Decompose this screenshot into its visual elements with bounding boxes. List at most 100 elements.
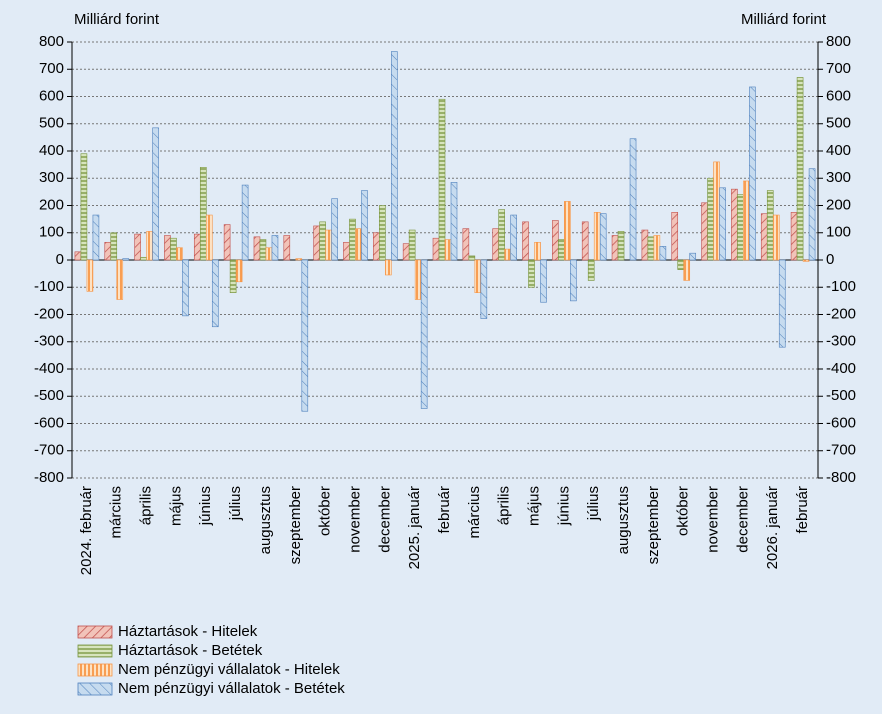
y-tick-label: 700 [39, 60, 64, 77]
y2-tick-label: 200 [826, 196, 851, 213]
bar [766, 190, 774, 261]
bar [599, 213, 607, 261]
x-tick-label: december [376, 486, 393, 553]
bar [808, 168, 816, 261]
bar [713, 161, 720, 261]
y2-tick-label: 0 [826, 251, 834, 268]
legend-label: Háztartások - Betétek [118, 642, 263, 659]
bar [391, 51, 398, 261]
x-tick-label: november [705, 486, 722, 553]
bar [802, 259, 810, 262]
x-tick-label: április [138, 486, 155, 525]
bar [593, 212, 601, 261]
bar [438, 98, 446, 261]
bar [647, 236, 655, 261]
bar [689, 252, 697, 261]
y2-tick-label: -600 [826, 414, 856, 431]
bar [271, 235, 279, 261]
x-tick-label: augusztus [257, 486, 274, 554]
x-tick-label: november [346, 486, 363, 553]
y2-tick-label: 800 [826, 33, 851, 50]
bar [528, 259, 535, 288]
bar [176, 247, 183, 261]
bar [558, 239, 565, 261]
x-tick-label: szeptember [645, 486, 662, 564]
y2-tick-label: 300 [826, 169, 851, 186]
bar [402, 243, 410, 261]
bar [420, 259, 428, 409]
bar [379, 205, 386, 261]
bar [235, 259, 243, 283]
y2-tick-label: -800 [826, 469, 856, 486]
x-tick-label: december [734, 486, 751, 553]
bar [570, 259, 577, 302]
y-tick-label: 200 [39, 196, 64, 213]
bar [86, 259, 94, 292]
bar [199, 167, 207, 261]
bar [361, 190, 368, 261]
y2-tick-label: -200 [826, 305, 856, 322]
bar [229, 259, 237, 294]
bar [522, 221, 529, 261]
y2-tick-label: 100 [826, 224, 851, 241]
bar [534, 241, 541, 261]
y2-tick-label: -400 [826, 360, 856, 377]
bar [134, 233, 141, 261]
bar [760, 213, 768, 261]
bar [617, 231, 625, 261]
x-tick-label: április [496, 486, 513, 525]
x-tick-label: 2025. január [406, 486, 423, 569]
legend-swatch [77, 663, 113, 677]
x-tick-label: június [197, 486, 214, 526]
bar [653, 235, 661, 261]
y-tick-label: 0 [56, 251, 64, 268]
bar [462, 228, 470, 261]
x-tick-label: február [436, 486, 453, 534]
x-tick-label: 2026. január [764, 486, 781, 569]
x-tick-label: augusztus [615, 486, 632, 554]
x-tick-label: július [227, 486, 244, 521]
bar [211, 259, 219, 328]
bar [796, 77, 804, 261]
bar [313, 225, 320, 261]
y-tick-label: -300 [34, 333, 64, 350]
bar [349, 218, 356, 261]
bar [683, 259, 691, 281]
y2-tick-label: -300 [826, 333, 856, 350]
y2-tick-label: 500 [826, 115, 851, 132]
bar [504, 248, 511, 261]
bar [474, 259, 482, 294]
bar [104, 241, 112, 261]
x-tick-label: február [794, 486, 811, 534]
x-tick-label: július [585, 486, 602, 521]
y-tick-label: 400 [39, 142, 64, 159]
bar [152, 127, 159, 261]
bar [193, 233, 201, 261]
bar [164, 235, 171, 261]
bar [707, 177, 714, 261]
bar [737, 194, 744, 261]
x-tick-label: május [525, 486, 542, 526]
bar [480, 259, 488, 319]
bar [581, 221, 589, 261]
bar [641, 229, 649, 261]
y-tick-label: -500 [34, 387, 64, 404]
bar [719, 187, 726, 261]
bar [283, 235, 291, 261]
bar [319, 221, 326, 261]
bar [671, 212, 679, 261]
y2-tick-label: 700 [826, 60, 851, 77]
x-tick-label: május [167, 486, 184, 526]
bar [432, 237, 440, 261]
bar [343, 241, 350, 261]
bar [122, 258, 130, 261]
bar [116, 259, 124, 300]
x-tick-label: október [317, 486, 334, 536]
bar [564, 201, 571, 261]
bar [659, 246, 667, 261]
y2-tick-label: -100 [826, 278, 856, 295]
bar [408, 229, 416, 261]
y-tick-label: 100 [39, 224, 64, 241]
bar [205, 214, 213, 261]
y-axis-title: Milliárd forint [74, 11, 160, 28]
